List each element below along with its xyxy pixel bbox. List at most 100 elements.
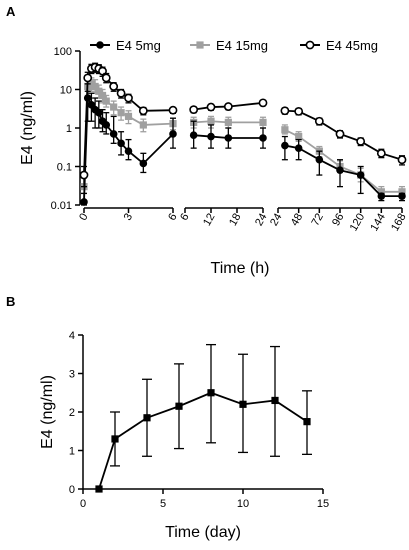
- series-0: [95, 343, 312, 493]
- data-point: [102, 97, 110, 105]
- legend-label: E4 15mg: [216, 38, 268, 53]
- y-tick-label: 10: [60, 85, 72, 97]
- series-line: [193, 134, 263, 139]
- y-tick-label: 100: [54, 46, 72, 58]
- data-point: [258, 98, 268, 108]
- data-point: [124, 147, 133, 155]
- y-tick-label: 4: [69, 330, 75, 342]
- data-point: [224, 134, 233, 142]
- x-tick-label: 24: [253, 212, 270, 229]
- x-axis-title: Time (h): [211, 260, 270, 277]
- data-point: [376, 148, 386, 158]
- data-point: [168, 105, 178, 115]
- data-point: [87, 80, 96, 88]
- data-point: [189, 131, 198, 140]
- data-point: [139, 121, 147, 129]
- legend-marker: [305, 40, 315, 50]
- data-point: [79, 170, 89, 180]
- data-point: [207, 117, 215, 125]
- data-point: [139, 159, 148, 168]
- data-point: [110, 103, 118, 111]
- x-tick-label: 3: [122, 212, 135, 223]
- data-point: [303, 418, 311, 426]
- data-point: [259, 134, 267, 142]
- data-point: [224, 118, 232, 126]
- x-tick-label: 120: [348, 212, 368, 234]
- data-point: [259, 118, 267, 126]
- data-point: [109, 130, 118, 138]
- y-tick-label: 1: [69, 446, 75, 458]
- data-point: [397, 155, 407, 165]
- x-tick-label: 0: [77, 212, 90, 223]
- series-line: [193, 101, 264, 111]
- series-0: [80, 90, 406, 206]
- y-tick-label: 0.01: [51, 200, 72, 212]
- data-point: [117, 109, 125, 117]
- data-point: [356, 136, 366, 146]
- x-tick-label: 12: [201, 212, 218, 229]
- data-point: [207, 132, 215, 141]
- data-point: [398, 188, 406, 196]
- y-tick-label: 0.1: [57, 162, 72, 174]
- data-point: [280, 106, 290, 116]
- panel-a-letter: A: [6, 4, 16, 19]
- x-tick-label: 96: [330, 212, 347, 229]
- y-axis-title: E4 (ng/ml): [19, 91, 36, 165]
- data-point: [91, 82, 99, 91]
- data-point: [377, 188, 385, 196]
- x-tick-label: 48: [289, 212, 306, 229]
- data-point: [117, 139, 125, 148]
- data-point: [223, 102, 233, 111]
- y-tick-label: 1: [66, 123, 72, 135]
- data-point: [101, 73, 111, 83]
- data-point: [116, 88, 126, 98]
- series-line: [284, 128, 402, 193]
- x-tick-label: 18: [227, 212, 244, 229]
- data-point: [398, 192, 406, 200]
- series-2: [79, 62, 407, 188]
- legend-marker: [96, 41, 104, 49]
- data-point: [95, 108, 103, 117]
- data-point: [239, 400, 247, 408]
- data-point: [356, 171, 365, 179]
- series-line: [98, 391, 308, 490]
- panel-b-chart: 0 1 2 3 4 0 5 10 15 E4 (ng/ml) Time (day): [39, 330, 329, 541]
- data-point: [80, 198, 88, 206]
- x-tick-label: 15: [317, 498, 329, 510]
- x-tick-label: 6: [166, 212, 179, 223]
- x-tick-label: 168: [389, 212, 409, 234]
- x-tick-label: 72: [309, 212, 326, 229]
- data-point: [102, 121, 111, 129]
- data-point: [138, 106, 148, 116]
- data-point: [95, 87, 103, 95]
- x-tick-label: 0: [80, 498, 86, 510]
- data-point: [294, 144, 303, 152]
- data-point: [281, 141, 289, 150]
- data-point: [124, 93, 133, 103]
- x-axis-title: Time (day): [165, 524, 241, 541]
- data-point: [281, 126, 289, 134]
- data-point: [377, 192, 386, 200]
- data-point: [206, 102, 216, 112]
- data-point: [109, 82, 119, 91]
- data-point: [336, 166, 344, 175]
- data-point: [295, 132, 303, 141]
- x-tick-label: 6: [178, 212, 191, 223]
- x-tick-label: 10: [237, 498, 249, 510]
- data-point: [294, 106, 304, 116]
- data-point: [124, 112, 133, 121]
- legend-label: E4 45mg: [326, 38, 378, 53]
- x-tick-label: 144: [368, 212, 388, 234]
- data-point: [271, 396, 279, 405]
- y-tick-label: 3: [69, 369, 75, 381]
- data-point: [83, 73, 93, 83]
- data-point: [315, 155, 324, 164]
- series-line: [193, 120, 263, 124]
- data-point: [335, 129, 345, 139]
- legend-label: E4 5mg: [116, 38, 161, 53]
- legend-marker: [196, 41, 204, 49]
- x-tick-label: 5: [160, 498, 166, 510]
- data-point: [143, 414, 151, 422]
